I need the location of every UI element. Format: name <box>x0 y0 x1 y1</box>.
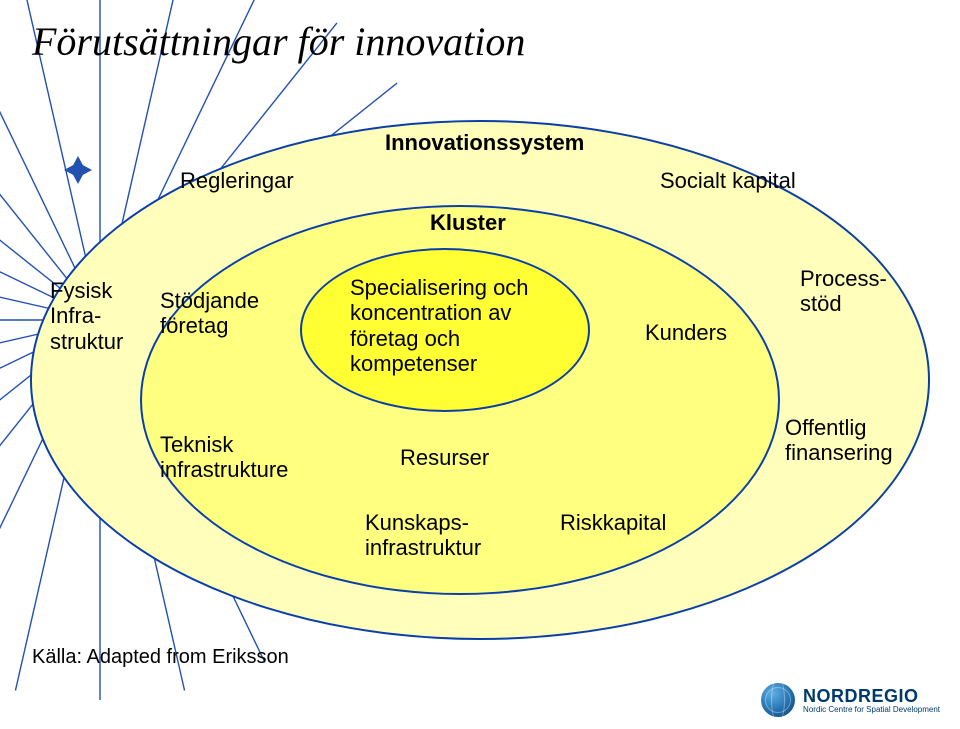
label-regleringar: Regleringar <box>180 168 294 193</box>
logo-name: NORDREGIO <box>803 686 940 707</box>
label-innovationssystem: Innovationssystem <box>385 130 584 155</box>
label-resurser: Resurser <box>400 445 489 470</box>
globe-icon <box>761 683 795 717</box>
label-kluster: Kluster <box>430 210 506 235</box>
diagram-stage: Förutsättningar för innovation Innovatio… <box>0 0 960 729</box>
label-spec: Specialisering och koncentration av före… <box>350 275 529 376</box>
label-processtod: Process- stöd <box>800 266 887 317</box>
logo-tagline: Nordic Centre for Spatial Development <box>803 705 940 714</box>
label-kunders: Kunders <box>645 320 727 345</box>
label-stodjande: Stödjande företag <box>160 288 259 339</box>
label-risk: Riskkapital <box>560 510 666 535</box>
label-kunskap: Kunskaps- infrastruktur <box>365 510 481 561</box>
label-offentlig: Offentlig finansering <box>785 415 893 466</box>
logo-text: NORDREGIO Nordic Centre for Spatial Deve… <box>803 686 940 714</box>
source-citation: Källa: Adapted from Eriksson <box>32 646 289 669</box>
label-teknisk: Teknisk infrastrukture <box>160 432 288 483</box>
label-fysisk: Fysisk Infra- struktur <box>50 278 123 354</box>
slide-title: Förutsättningar för innovation <box>32 18 525 65</box>
label-socialt: Socialt kapital <box>660 168 796 193</box>
nordregio-logo: NORDREGIO Nordic Centre for Spatial Deve… <box>761 683 940 717</box>
